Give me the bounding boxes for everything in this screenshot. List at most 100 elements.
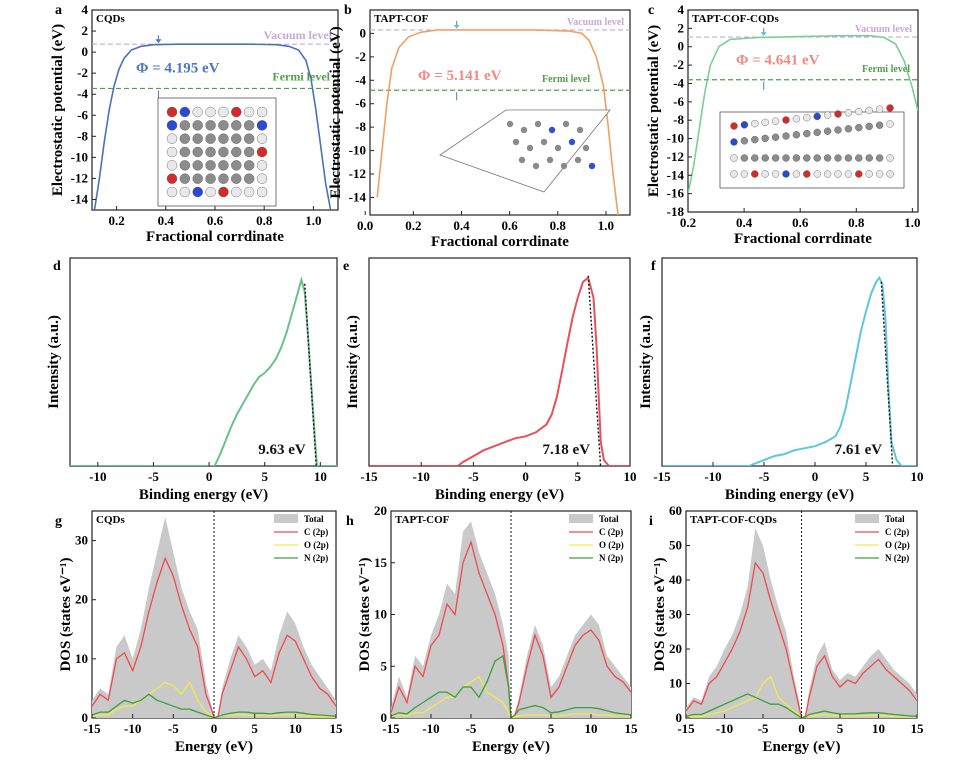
x-tick-label: 5 — [548, 721, 555, 736]
x-tick-label: 0.4 — [736, 215, 753, 230]
cutoff-fit-line — [880, 281, 894, 466]
panel-f: f -15 -10 -5 0 5 10 Binding energy (eV) Intensit… — [638, 257, 924, 503]
inset-atom — [813, 170, 821, 178]
ups-curve — [662, 275, 917, 466]
ups-curve — [369, 276, 630, 466]
dos-total-area — [686, 528, 917, 718]
vacuum-level-label: Vacuum level — [855, 24, 912, 35]
x-tick-label: 5 — [575, 469, 582, 484]
inset-atom — [834, 154, 842, 162]
x-tick-label: 0.2 — [405, 218, 421, 233]
x-tick-label: 1.0 — [904, 215, 920, 230]
panel-e: e -15 -10 -5 0 5 10 Binding energy (eV) Intensit… — [343, 257, 637, 503]
x-tick-label: 0.8 — [256, 213, 273, 228]
inset-atom — [834, 110, 842, 118]
inset-atom — [192, 106, 203, 118]
inset-atom — [562, 120, 570, 128]
legend-label: C (2p) — [885, 527, 909, 537]
legend-label: C (2p) — [304, 527, 328, 537]
inset-atom — [560, 162, 568, 170]
x-tick-label: 10 — [585, 721, 598, 736]
inset-atom — [218, 106, 229, 118]
cutoff-fit-line — [304, 283, 317, 466]
inset-atom — [751, 170, 759, 178]
x-tick-label: 5 — [863, 469, 870, 484]
y-tick-label: 0 — [82, 710, 89, 725]
potential-curve — [376, 29, 619, 215]
inset-atom — [782, 170, 790, 178]
structure-inset — [157, 97, 277, 207]
x-axis-label: Fractional corrdinate — [431, 234, 569, 250]
y-tick-label: -4 — [77, 86, 88, 101]
panel-letter: g — [55, 514, 62, 529]
inset-atom — [218, 186, 229, 198]
x-axis-label: Binding energy (eV) — [139, 487, 268, 503]
x-tick-label: 0.4 — [158, 213, 175, 228]
inset-atom — [782, 154, 790, 162]
inset-atom — [506, 120, 514, 128]
inset-atom — [554, 144, 562, 152]
x-axis-label: Fractional corrdinate — [734, 231, 872, 247]
legend-label: Total — [885, 514, 905, 524]
inset-atom — [218, 146, 229, 158]
inset-atom — [771, 133, 780, 141]
legend-label: O (2p) — [304, 540, 329, 550]
inset-atom — [855, 107, 863, 116]
inset-atom — [179, 133, 191, 144]
y-axis-label: Intensity (a.u.) — [46, 315, 62, 409]
inset-atom — [243, 186, 255, 198]
x-tick-label: -5 — [759, 469, 770, 484]
x-tick-label: -10 — [716, 721, 733, 736]
dos-series-c — [686, 561, 917, 718]
inset-atom — [179, 186, 191, 198]
inset-atom — [782, 132, 790, 140]
x-tick-label: 5 — [251, 721, 258, 736]
panel-c: c 0.2 0.4 0.6 0.8 1.0 4 2 0 -2 -4 -6 -8 -10 -12 -14 -16 -… — [646, 2, 921, 247]
inset-atom — [192, 173, 203, 184]
inset-atom — [256, 120, 268, 131]
plot-area — [369, 275, 630, 466]
y-axis-label: Electrostatic potential (eV) — [646, 25, 662, 197]
cutoff-energy-label: 9.63 eV — [258, 442, 306, 458]
y-tick-label: -2 — [673, 57, 684, 72]
dos-series-n — [391, 654, 631, 718]
inset-atom — [782, 116, 790, 124]
plot-frame — [69, 257, 338, 467]
x-tick-label: -10 — [124, 721, 141, 736]
plot-area — [70, 276, 337, 466]
inset-atom — [218, 120, 229, 131]
inset-atom — [192, 146, 203, 158]
y-axis-label: Intensity (a.u.) — [345, 315, 361, 409]
x-tick-label: -15 — [83, 721, 101, 736]
x-tick-label: -10 — [704, 469, 721, 484]
vacuum-level-label: Vacuum level — [567, 17, 624, 28]
y-tick-label: 2 — [678, 20, 685, 35]
x-tick-label: 5 — [837, 721, 844, 736]
inset-atom — [231, 186, 242, 198]
dos-series-n — [686, 693, 917, 718]
inset-atom — [192, 133, 203, 144]
inset-atom — [218, 160, 229, 171]
inset-atom — [740, 154, 749, 162]
inset-atom — [574, 156, 582, 164]
inset-atom — [761, 134, 769, 143]
inset-atom — [751, 154, 759, 162]
inset-atom — [844, 125, 853, 133]
inset-atom — [166, 160, 178, 171]
plot-area — [370, 29, 630, 215]
panel-title: TAPT-COF-CQDs — [692, 13, 780, 25]
y-tick-label: -8 — [673, 112, 684, 127]
panel-title: TAPT-COF — [374, 13, 429, 25]
inset-atom — [865, 170, 873, 178]
inset-atom — [823, 127, 832, 135]
inset-atom — [218, 133, 229, 144]
x-axis-label: Energy (eV) — [472, 739, 550, 755]
inset-atom — [166, 186, 178, 198]
x-axis-label: Binding energy (eV) — [435, 487, 564, 503]
inset-atom — [166, 120, 178, 131]
y-tick-label: -8 — [77, 128, 88, 143]
inset-atom — [256, 186, 268, 198]
vacuum-level-label: Vacuum level — [263, 28, 332, 42]
dos-legend: Total C (2p) O (2p) N (2p) — [274, 514, 329, 563]
